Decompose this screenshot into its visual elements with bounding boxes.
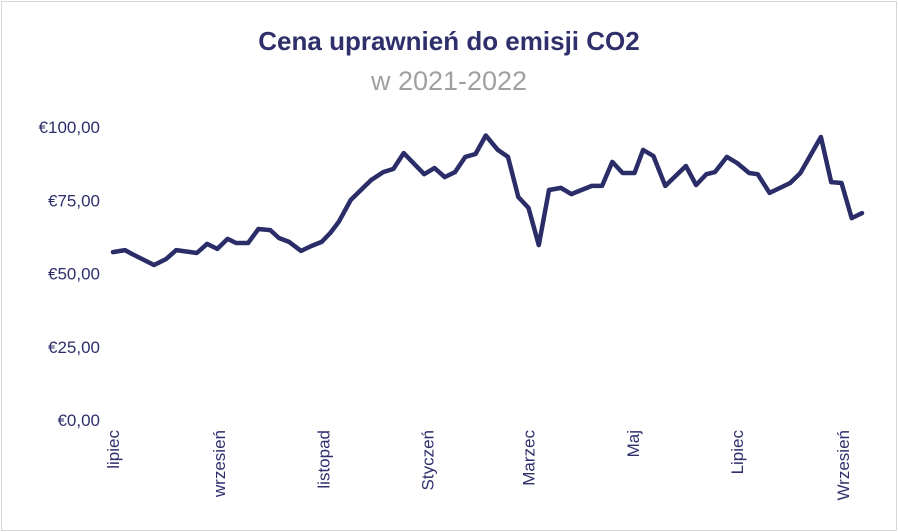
data-point (735, 161, 740, 166)
data-point (767, 190, 772, 195)
data-point (336, 219, 341, 224)
y-tick-label: €25,00 (48, 338, 100, 357)
data-point (194, 250, 199, 255)
y-tick-label: €0,00 (57, 411, 100, 430)
data-point (620, 171, 625, 176)
x-tick-label: Wrzesień (834, 430, 853, 501)
data-point (829, 180, 834, 185)
x-tick-label: wrzesień (210, 430, 229, 498)
data-point (381, 170, 386, 175)
data-point (256, 226, 261, 231)
data-point (369, 178, 374, 183)
data-point (839, 180, 844, 185)
data-point (246, 241, 251, 246)
data-point (849, 216, 854, 221)
data-point (276, 236, 281, 241)
data-point (712, 170, 717, 175)
data-point (516, 195, 521, 200)
data-point (610, 159, 615, 164)
data-point (268, 228, 273, 233)
data-point (401, 151, 406, 156)
data-point (747, 171, 752, 176)
data-point (473, 151, 478, 156)
data-point (391, 166, 396, 171)
data-point (453, 170, 457, 175)
data-point (164, 257, 169, 262)
x-tick-label: Maj (624, 430, 643, 457)
data-point (663, 183, 668, 188)
data-point (225, 236, 230, 241)
data-point (641, 147, 646, 152)
data-point (694, 183, 699, 188)
data-point (174, 248, 179, 253)
data-point (319, 239, 324, 244)
data-point (442, 175, 447, 180)
data-point (683, 163, 688, 168)
data-point (798, 171, 803, 176)
chart-subtitle: w 2021-2022 (370, 66, 528, 96)
x-tick-label: listopad (314, 430, 333, 489)
data-point (463, 154, 468, 159)
data-point (506, 154, 511, 159)
data-point (432, 166, 437, 171)
data-point (704, 172, 709, 177)
y-tick-label: €75,00 (48, 191, 100, 210)
y-tick-label: €50,00 (48, 265, 100, 284)
data-point (328, 231, 333, 236)
data-point (309, 243, 314, 248)
data-point (234, 241, 239, 246)
data-point (358, 187, 363, 192)
chart-title: Cena uprawnień do emisji CO2 (258, 26, 640, 56)
data-point (589, 183, 594, 188)
data-point (483, 133, 488, 138)
data-point (287, 239, 292, 244)
data-point (422, 172, 427, 177)
data-point (559, 185, 564, 190)
x-tick-label: Styczeń (419, 430, 438, 490)
data-point (600, 183, 605, 188)
data-point (495, 147, 500, 152)
data-point (299, 248, 304, 253)
data-point (152, 263, 157, 268)
data-point (788, 180, 793, 185)
data-point (129, 251, 134, 256)
x-tick-label: lipiec (104, 430, 123, 469)
data-point (215, 246, 220, 251)
data-point (526, 205, 531, 210)
data-point (579, 187, 584, 192)
price-line (110, 133, 865, 268)
x-tick-label: Lipiec (728, 430, 747, 475)
y-tick-label: €100,00 (39, 118, 100, 137)
data-point (410, 159, 415, 164)
data-point (569, 192, 574, 197)
data-point (205, 241, 210, 246)
x-tick-label: Marzec (520, 430, 539, 486)
data-point (536, 243, 541, 248)
data-point (859, 211, 864, 216)
data-point (547, 187, 552, 192)
data-point (122, 248, 127, 253)
data-point (818, 134, 823, 139)
data-point (632, 171, 637, 176)
data-point (651, 154, 656, 159)
data-point (755, 172, 760, 177)
data-point (724, 154, 729, 159)
data-point (111, 250, 115, 255)
data-point (348, 197, 353, 202)
